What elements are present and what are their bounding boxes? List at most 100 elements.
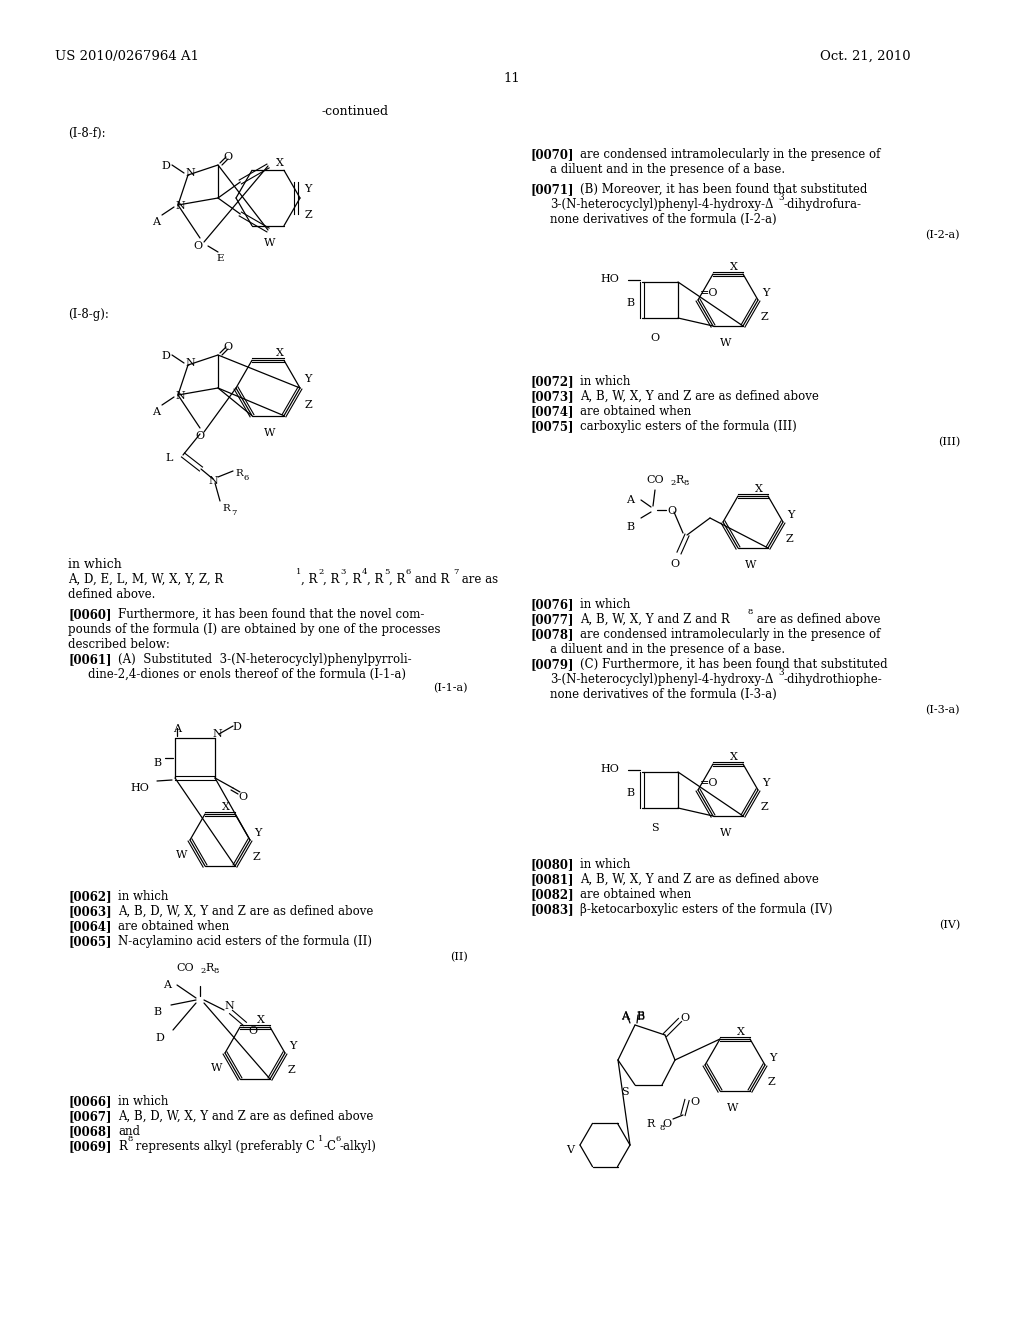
Text: O: O	[680, 1012, 689, 1023]
Text: A: A	[621, 1011, 629, 1020]
Text: HO: HO	[600, 764, 620, 774]
Text: X: X	[730, 752, 738, 762]
Text: 1: 1	[318, 1135, 324, 1143]
Text: R: R	[222, 504, 229, 513]
Text: D: D	[162, 351, 170, 360]
Text: (B) Moreover, it has been found that substituted: (B) Moreover, it has been found that sub…	[580, 183, 867, 195]
Text: A: A	[626, 495, 634, 506]
Text: β-ketocarboxylic esters of the formula (IV): β-ketocarboxylic esters of the formula (…	[580, 903, 833, 916]
Text: (I-3-a): (I-3-a)	[926, 705, 961, 715]
Text: dine-2,4-diones or enols thereof of the formula (I-1-a): dine-2,4-diones or enols thereof of the …	[88, 668, 406, 681]
Text: 6: 6	[244, 474, 249, 482]
Text: B: B	[636, 1012, 644, 1022]
Text: N: N	[208, 477, 218, 486]
Text: A: A	[152, 216, 160, 227]
Text: R: R	[234, 469, 243, 478]
Text: [0061]: [0061]	[68, 653, 112, 667]
Text: in which: in which	[580, 858, 631, 871]
Text: CO: CO	[176, 964, 194, 973]
Text: are obtained when: are obtained when	[580, 888, 691, 902]
Text: A, B, W, X, Y and Z and R: A, B, W, X, Y and Z and R	[580, 612, 730, 626]
Text: none derivatives of the formula (I-2-a): none derivatives of the formula (I-2-a)	[550, 213, 776, 226]
Text: 8: 8	[684, 479, 689, 487]
Text: 5: 5	[384, 568, 389, 576]
Text: [0072]: [0072]	[530, 375, 573, 388]
Text: -C: -C	[323, 1140, 336, 1152]
Text: [0070]: [0070]	[530, 148, 573, 161]
Text: X: X	[755, 484, 763, 494]
Text: are obtained when: are obtained when	[580, 405, 691, 418]
Text: are obtained when: are obtained when	[118, 920, 229, 933]
Text: R: R	[118, 1140, 127, 1152]
Text: carboxylic esters of the formula (III): carboxylic esters of the formula (III)	[580, 420, 797, 433]
Text: W: W	[176, 850, 187, 861]
Text: R: R	[675, 475, 683, 484]
Text: Y: Y	[304, 374, 311, 384]
Text: in which: in which	[118, 1096, 168, 1107]
Text: L: L	[165, 453, 173, 463]
Text: X: X	[276, 348, 284, 358]
Text: W: W	[745, 560, 757, 570]
Text: X: X	[737, 1027, 744, 1038]
Text: (II): (II)	[451, 952, 468, 962]
Text: A, B, W, X, Y and Z are as defined above: A, B, W, X, Y and Z are as defined above	[580, 873, 819, 886]
Text: 3: 3	[778, 668, 783, 677]
Text: N: N	[212, 729, 222, 739]
Text: and: and	[118, 1125, 140, 1138]
Text: in which: in which	[580, 598, 631, 611]
Text: Z: Z	[760, 803, 768, 812]
Text: =O: =O	[700, 777, 719, 788]
Text: D: D	[162, 161, 170, 172]
Text: V: V	[566, 1144, 574, 1155]
Text: -dihydrothiophe-: -dihydrothiophe-	[784, 673, 883, 686]
Text: Z: Z	[785, 535, 793, 544]
Text: -continued: -continued	[322, 106, 388, 117]
Text: (I-1-a): (I-1-a)	[433, 682, 468, 693]
Text: represents alkyl (preferably C: represents alkyl (preferably C	[132, 1140, 315, 1152]
Text: O: O	[650, 333, 659, 343]
Text: 8: 8	[748, 609, 754, 616]
Text: [0075]: [0075]	[530, 420, 573, 433]
Text: B: B	[626, 521, 634, 532]
Text: W: W	[720, 828, 732, 838]
Text: E: E	[216, 253, 224, 263]
Text: W: W	[720, 338, 732, 348]
Text: N: N	[175, 391, 185, 401]
Text: 2: 2	[318, 568, 324, 576]
Text: A: A	[621, 1012, 629, 1022]
Text: 4: 4	[362, 568, 368, 576]
Text: [0066]: [0066]	[68, 1096, 112, 1107]
Text: B: B	[626, 788, 634, 799]
Text: a diluent and in the presence of a base.: a diluent and in the presence of a base.	[550, 643, 785, 656]
Text: 8: 8	[660, 1125, 666, 1133]
Text: Y: Y	[769, 1053, 776, 1063]
Text: [0073]: [0073]	[530, 389, 573, 403]
Text: O: O	[196, 432, 205, 441]
Text: -dihydrofura-: -dihydrofura-	[784, 198, 862, 211]
Text: B: B	[626, 298, 634, 308]
Text: O: O	[223, 342, 232, 352]
Text: HO: HO	[600, 275, 620, 284]
Text: Y: Y	[290, 1041, 297, 1051]
Text: (A)  Substituted  3-(N-heterocyclyl)phenylpyrroli-: (A) Substituted 3-(N-heterocyclyl)phenyl…	[118, 653, 412, 667]
Text: [0062]: [0062]	[68, 890, 112, 903]
Text: 6: 6	[335, 1135, 340, 1143]
Text: A: A	[152, 407, 160, 417]
Text: O: O	[239, 792, 248, 803]
Text: -alkyl): -alkyl)	[340, 1140, 377, 1152]
Text: =O: =O	[700, 288, 719, 298]
Text: 1: 1	[296, 568, 301, 576]
Text: Y: Y	[762, 288, 770, 298]
Text: (I-8-g):: (I-8-g):	[68, 308, 109, 321]
Text: A: A	[163, 979, 171, 990]
Text: B: B	[153, 1007, 161, 1016]
Text: [0071]: [0071]	[530, 183, 573, 195]
Text: B: B	[636, 1011, 644, 1020]
Text: N: N	[185, 358, 195, 368]
Text: , R: , R	[345, 573, 361, 586]
Text: 7: 7	[453, 568, 459, 576]
Text: R: R	[647, 1119, 655, 1129]
Text: [0064]: [0064]	[68, 920, 112, 933]
Text: S: S	[622, 1086, 629, 1097]
Text: O: O	[690, 1097, 699, 1107]
